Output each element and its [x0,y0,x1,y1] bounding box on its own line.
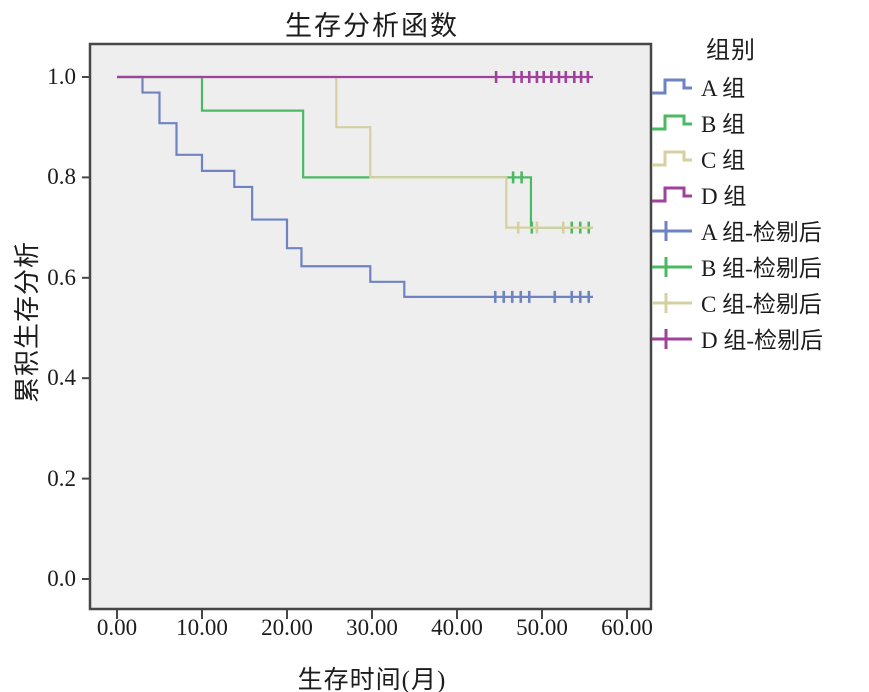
x-tick-label: 50.00 [516,615,568,640]
censor-cross-icon [652,329,692,349]
legend-title: 组别 [706,38,756,64]
legend-item: C 组-检剔后 [650,284,869,320]
x-tick-label: 10.00 [176,615,228,640]
x-tick-label: 0.00 [96,615,138,640]
legend-item-label: A 组 [701,76,746,101]
legend-item-label: C 组-检剔后 [701,292,822,317]
legend-item-label: C 组 [701,148,746,173]
legend-item-label: D 组 [701,184,747,209]
legend-item: B 组-检剔后 [650,248,869,284]
legend-item: A 组-检剔后 [650,212,869,248]
x-tick-label: 30.00 [346,615,398,640]
step-line-swatch-icon [652,150,692,167]
legend-item-label: A 组-检剔后 [701,220,822,245]
censor-cross-icon [652,221,692,241]
censor-cross-icon [652,257,692,277]
y-tick-label: 0.2 [47,465,76,491]
y-tick-label: 0.6 [47,264,76,290]
x-axis-title: 生存时间(月) [297,667,447,692]
legend-item: B 组 [650,104,869,140]
y-tick-label: 0.8 [47,164,76,190]
step-line-swatch-icon [652,78,692,95]
legend-items: A 组 B 组 C 组 D 组 A 组-检剔后 B 组-检剔后 C 组-检剔后 D 组-检剔后 [650,68,869,356]
legend-item: A 组 [650,68,869,104]
legend-item-label: B 组 [701,112,746,137]
step-line-swatch-icon [652,114,692,131]
censor-cross-icon [652,293,692,313]
legend-item: D 组 [650,176,869,212]
y-tick-label: 0.0 [47,566,76,591]
x-tick-label: 40.00 [431,615,483,640]
x-tick-label: 20.00 [261,615,313,640]
y-tick-label: 0.4 [47,365,76,391]
chart-title: 生存分析函数 [285,11,459,41]
survival-curve-B组 [117,75,593,229]
x-tick-label: 60.00 [601,615,653,640]
survival-curve-C组 [117,75,593,229]
legend-item: C 组 [650,140,869,176]
legend-item: D 组-检剔后 [650,320,869,356]
y-tick-label: 1.0 [47,64,76,89]
legend-item-label: B 组-检剔后 [701,256,822,281]
survival-curve-A组 [117,75,593,298]
legend: 组别 A 组 B 组 C 组 D 组 A 组-检剔后 B 组-检剔后 C 组-检剔后 D 组-… [650,34,869,356]
legend-item-label: D 组-检剔后 [701,328,824,353]
step-line-swatch-icon [652,186,692,203]
